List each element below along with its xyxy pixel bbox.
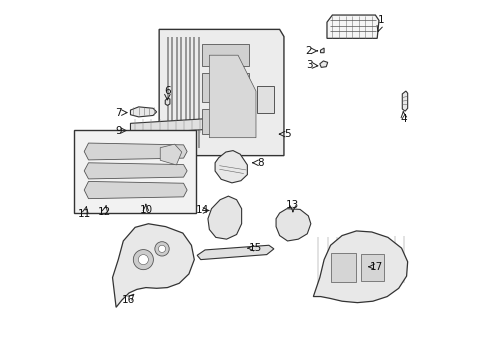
Bar: [330, 253, 356, 282]
Polygon shape: [130, 118, 217, 134]
Polygon shape: [215, 150, 247, 183]
Polygon shape: [160, 144, 182, 165]
Text: 9: 9: [115, 126, 122, 135]
Text: 10: 10: [139, 206, 152, 216]
Polygon shape: [326, 15, 378, 39]
Text: 17: 17: [369, 262, 382, 272]
Text: 8: 8: [257, 158, 264, 168]
Polygon shape: [84, 181, 187, 199]
Polygon shape: [84, 163, 187, 179]
Circle shape: [158, 245, 165, 252]
Bar: [202, 109, 248, 134]
Bar: [360, 254, 384, 281]
Text: 1: 1: [377, 15, 384, 26]
Bar: [257, 86, 274, 113]
Text: 16: 16: [121, 295, 134, 305]
Circle shape: [138, 255, 148, 265]
Text: 5: 5: [284, 129, 290, 139]
Polygon shape: [197, 245, 273, 260]
Polygon shape: [320, 48, 324, 53]
Text: 11: 11: [78, 209, 91, 219]
Text: 4: 4: [400, 114, 407, 124]
Text: 15: 15: [248, 243, 262, 253]
Polygon shape: [84, 143, 187, 160]
Text: 14: 14: [195, 206, 208, 216]
Polygon shape: [130, 107, 156, 117]
Bar: [74, 130, 196, 213]
Text: 3: 3: [305, 60, 312, 70]
Polygon shape: [319, 61, 327, 67]
Polygon shape: [209, 55, 255, 138]
Text: 13: 13: [285, 200, 299, 210]
Polygon shape: [207, 196, 241, 239]
Polygon shape: [402, 91, 407, 111]
Polygon shape: [276, 209, 310, 241]
Bar: [202, 44, 248, 66]
Polygon shape: [112, 224, 194, 307]
Bar: [202, 73, 248, 102]
Text: 7: 7: [115, 108, 122, 118]
Circle shape: [133, 249, 153, 270]
Text: 2: 2: [305, 46, 312, 56]
Text: 12: 12: [98, 207, 111, 217]
Circle shape: [155, 242, 169, 256]
Polygon shape: [165, 98, 169, 105]
Polygon shape: [159, 30, 284, 156]
Polygon shape: [313, 231, 407, 303]
Text: 6: 6: [164, 86, 170, 96]
